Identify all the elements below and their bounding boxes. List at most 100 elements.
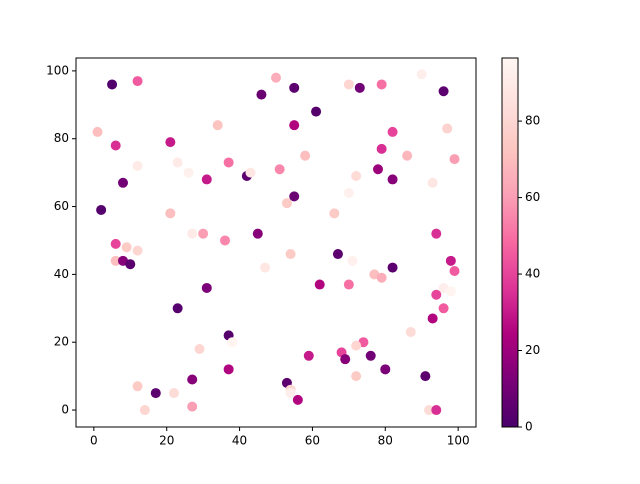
scatter-point: [343, 79, 354, 90]
colorbar-tick-label: 0: [525, 420, 533, 434]
scatter-point: [376, 79, 387, 90]
scatter-point: [132, 381, 143, 392]
scatter-point: [172, 157, 183, 168]
y-tick-label: 40: [54, 267, 69, 281]
scatter-point: [92, 126, 103, 137]
scatter-point: [110, 238, 121, 249]
scatter-point: [132, 76, 143, 87]
scatter-point: [347, 255, 358, 266]
scatter-point: [380, 364, 391, 375]
scatter-point: [445, 255, 456, 266]
scatter-point: [427, 313, 438, 324]
scatter-point: [187, 401, 198, 412]
colorbar-tick-label: 60: [525, 190, 540, 204]
scatter-point: [351, 171, 362, 182]
scatter-point: [139, 405, 150, 416]
colorbar: [501, 57, 519, 428]
scatter-point: [311, 106, 322, 117]
scatter-point: [376, 272, 387, 283]
scatter-point: [289, 191, 300, 202]
x-tick-label: 60: [305, 434, 320, 448]
y-tick-label: 20: [54, 335, 69, 349]
scatter-point: [376, 143, 387, 154]
scatter-point: [223, 157, 234, 168]
scatter-point: [285, 249, 296, 260]
scatter-point: [125, 259, 136, 270]
scatter-point: [416, 69, 427, 80]
y-tick-label: 0: [61, 403, 69, 417]
scatter-point: [227, 337, 238, 348]
scatter-point: [387, 262, 398, 273]
scatter-point: [431, 228, 442, 239]
scatter-point: [365, 350, 376, 361]
scatter-point: [201, 174, 212, 185]
scatter-point: [420, 371, 431, 382]
scatter-point: [340, 354, 351, 365]
scatter-point: [172, 303, 183, 314]
scatter-point: [187, 374, 198, 385]
scatter-point: [256, 89, 267, 100]
scatter-point: [332, 249, 343, 260]
scatter-point: [427, 177, 438, 188]
scatter-point: [110, 255, 121, 266]
scatter-point: [121, 242, 132, 253]
scatter-point: [223, 364, 234, 375]
scatter-point: [289, 120, 300, 131]
scatter-point: [132, 245, 143, 256]
scatter-point: [183, 167, 194, 178]
y-tick-label: 60: [54, 199, 69, 213]
scatter-point: [187, 228, 198, 239]
scatter-point: [198, 228, 209, 239]
x-tick-label: 100: [447, 434, 470, 448]
scatter-point: [438, 303, 449, 314]
scatter-point: [343, 279, 354, 290]
scatter-point: [314, 279, 325, 290]
scatter-point: [292, 394, 303, 405]
x-tick-label: 20: [159, 434, 174, 448]
x-tick-label: 0: [90, 434, 98, 448]
scatter-point: [343, 187, 354, 198]
scatter-point: [165, 208, 176, 219]
x-tick-label: 40: [232, 434, 247, 448]
scatter-point: [449, 154, 460, 165]
axes-frame: [75, 57, 477, 428]
scatter-point: [96, 204, 107, 215]
scatter-point: [219, 235, 230, 246]
scatter-point: [245, 167, 256, 178]
scatter-point: [201, 282, 212, 293]
scatter-point: [445, 286, 456, 297]
scatter-point: [289, 82, 300, 93]
scatter-point: [424, 405, 435, 416]
scatter-point: [150, 388, 161, 399]
scatter-point: [442, 123, 453, 134]
scatter-point: [117, 177, 128, 188]
scatter-point: [300, 150, 311, 161]
scatter-point: [252, 228, 263, 239]
scatter-point: [194, 343, 205, 354]
scatter-point: [132, 160, 143, 171]
y-tick-label: 100: [46, 63, 69, 77]
scatter-point: [281, 198, 292, 209]
scatter-point: [387, 174, 398, 185]
scatter-point: [351, 340, 362, 351]
scatter-point: [165, 137, 176, 148]
x-tick-label: 80: [378, 434, 393, 448]
scatter-point: [107, 79, 118, 90]
scatter-point: [168, 388, 179, 399]
scatter-point: [303, 350, 314, 361]
scatter-point: [110, 140, 121, 151]
scatter-point: [351, 371, 362, 382]
scatter-point: [285, 388, 296, 399]
scatter-point: [354, 82, 365, 93]
scatter-point: [329, 208, 340, 219]
scatter-point: [373, 164, 384, 175]
scatter-point: [212, 120, 223, 131]
colorbar-tick-label: 40: [525, 267, 540, 281]
scatter-point: [431, 289, 442, 300]
scatter-point: [449, 265, 460, 276]
colorbar-tick-label: 20: [525, 343, 540, 357]
scatter-point: [431, 405, 442, 416]
scatter-point: [274, 164, 285, 175]
scatter-point: [405, 327, 416, 338]
